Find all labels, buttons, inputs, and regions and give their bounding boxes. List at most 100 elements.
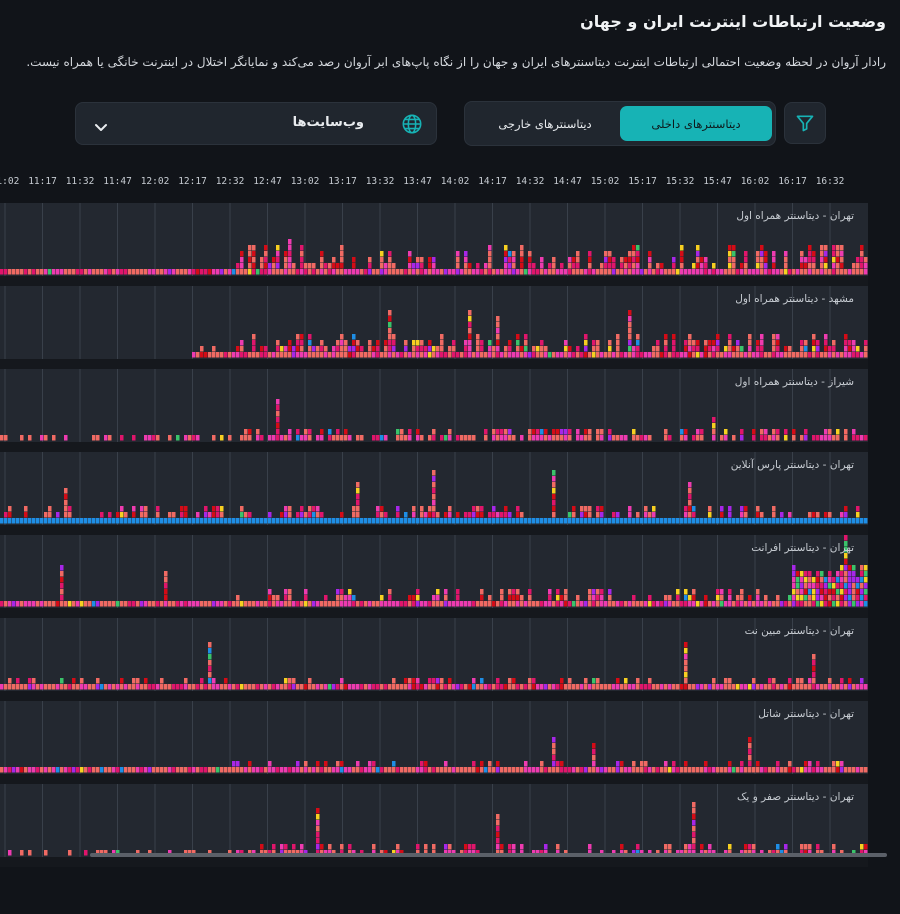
status-cell [236,684,240,690]
status-cell [468,316,472,322]
status-cell [656,601,660,607]
status-cell [472,518,476,524]
status-cell [192,850,196,856]
status-cell [164,583,168,589]
status-cell [196,269,200,275]
status-cell [636,257,640,263]
status-cell [572,506,576,512]
status-cell [836,684,840,690]
status-cell [344,352,348,358]
status-cell [752,678,756,684]
status-cell [432,352,436,358]
status-cell [520,512,524,518]
status-cell [288,767,292,773]
status-cell [592,595,596,601]
status-cell [188,269,192,275]
status-cell [792,601,796,607]
status-cell [532,518,536,524]
status-cell [84,269,88,275]
status-cell [372,518,376,524]
status-cell [164,269,168,275]
status-cell [864,346,868,352]
status-cell [436,518,440,524]
status-cell [836,767,840,773]
horizontal-scrollbar[interactable] [90,853,887,857]
status-cell [288,245,292,251]
status-cell [504,429,508,435]
status-cell [376,684,380,690]
status-cell [784,352,788,358]
status-cell [568,269,572,275]
status-cell [660,601,664,607]
status-cell [448,850,452,856]
status-cell [660,518,664,524]
status-cell [284,518,288,524]
status-cell [184,506,188,512]
status-cell [704,263,708,269]
tab-foreign-datacenters[interactable]: دیتاسنترهای خارجی [498,116,592,131]
status-cell [236,850,240,856]
status-cell [476,684,480,690]
status-cell [180,767,184,773]
status-cell [352,352,356,358]
status-cell [440,678,444,684]
status-cell [388,251,392,257]
status-cell [368,352,372,358]
status-cell [212,684,216,690]
status-cell [756,346,760,352]
status-cell [832,767,836,773]
status-cell [816,352,820,358]
status-cell [204,518,208,524]
status-cell [840,583,844,589]
status-cell [816,340,820,346]
status-cell [520,269,524,275]
status-cell [664,340,668,346]
status-cell [356,340,360,346]
status-cell [772,257,776,263]
status-cell [824,269,828,275]
status-cell [432,678,436,684]
status-cell [636,334,640,340]
status-cell [244,601,248,607]
status-cell [828,678,832,684]
status-cell [792,577,796,583]
status-cell [496,316,500,322]
tab-domestic-datacenters[interactable]: دیتاسنترهای داخلی [620,106,772,141]
status-cell [632,352,636,358]
status-cell [836,761,840,767]
status-cell [836,251,840,257]
status-cell [380,850,384,856]
status-cell [252,518,256,524]
status-cell [844,553,848,559]
status-cell [548,269,552,275]
status-cell [472,435,476,441]
status-cell [860,251,864,257]
status-cell [584,340,588,346]
status-cell [368,601,372,607]
status-cell [728,251,732,257]
status-cell [0,269,4,275]
status-cell [832,684,836,690]
status-cell [588,844,592,850]
status-cell [784,601,788,607]
status-cell [432,844,436,850]
status-cell [512,263,516,269]
status-cell [448,429,452,435]
status-cell [540,429,544,435]
status-cell [732,257,736,263]
status-cell [580,269,584,275]
status-cell [108,518,112,524]
status-cell [508,595,512,601]
status-cell [608,435,612,441]
service-type-select[interactable]: وب‌سایت‌ها [75,102,437,145]
status-cell [380,251,384,257]
status-cell [480,518,484,524]
status-cell [528,518,532,524]
status-cell [840,761,844,767]
status-cell [324,518,328,524]
status-cell [188,850,192,856]
status-cell [260,767,264,773]
status-cell [832,346,836,352]
status-cell [632,263,636,269]
filter-button[interactable] [784,102,826,144]
